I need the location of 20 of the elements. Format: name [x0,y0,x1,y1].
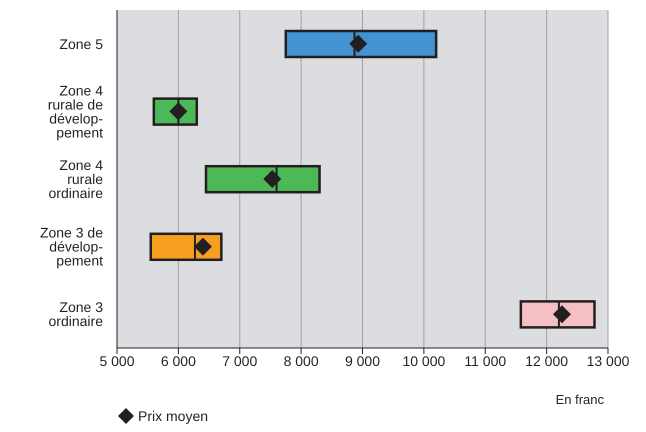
point [552,305,571,324]
x-tick-label: 9 000 [344,352,380,369]
point [349,34,368,53]
y-tick-label: Zone 4 rurale de dévelop- pement [48,82,104,140]
legend-label: Prix moyen [138,408,208,424]
point [194,238,212,256]
x-tick-label: 13 000 [586,352,630,369]
y-tick-label: Zone 5 [59,36,104,52]
x-tick-label: 6 000 [160,352,196,369]
x-tick-label: 11 000 [464,352,506,369]
x-tick-label: 10 000 [402,352,446,369]
x-tick-label: 8 000 [284,352,319,369]
x-axis-title: En franc [556,392,604,407]
x-tick-label: 5 000 [99,352,135,369]
x-tick-label: 12 000 [525,352,568,369]
y-tick-label: Zone 3 ordinaire [48,299,104,330]
y-tick-label: Zone 4 rurale ordinaire [48,157,104,201]
point [263,170,282,188]
y-tick-label: Zone 3 de dévelop- pement [40,224,104,269]
x-tick-label: 7 000 [222,352,258,369]
